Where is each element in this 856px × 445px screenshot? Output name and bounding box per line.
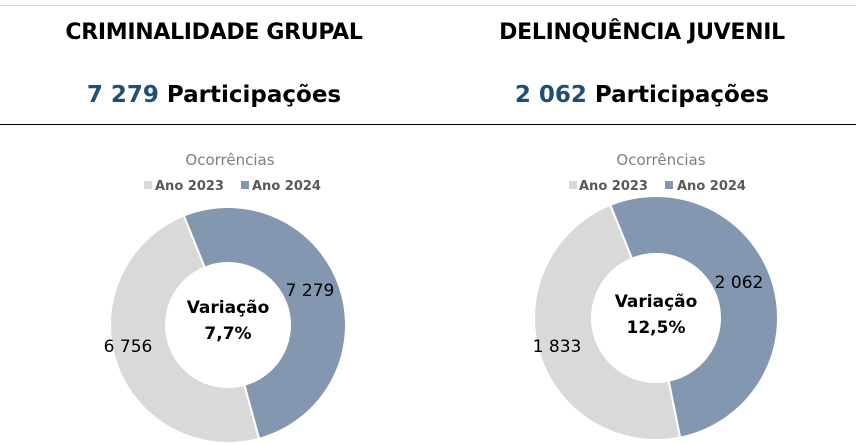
legend-swatch-ano-2023 xyxy=(569,181,577,189)
participations-count: 7 279 Participações xyxy=(0,82,428,108)
donut-slice-ano-2023 xyxy=(533,203,682,441)
data-label-ano-2024: 7 279 xyxy=(286,281,335,301)
center-label: Variação xyxy=(187,298,270,318)
data-label-ano-2024: 2 062 xyxy=(715,273,764,293)
legend-swatch-ano-2024 xyxy=(665,181,673,189)
legend-label-ano-2023: Ano 2023 xyxy=(579,179,648,194)
chart-legend: Ano 2023 Ano 2024 xyxy=(144,179,321,194)
donut-chart: Ocorrências Ano 2023 Ano 2024 6 756 7 27… xyxy=(104,151,347,444)
donut-slice-ano-2023 xyxy=(109,214,261,444)
chart-legend: Ano 2023 Ano 2024 xyxy=(569,179,746,194)
donut-slice-ano-2024 xyxy=(608,195,779,439)
center-value: 12,5% xyxy=(627,318,686,338)
participations-label: Participações xyxy=(594,82,770,108)
donut-chart: Ocorrências Ano 2023 Ano 2024 1 833 2 06… xyxy=(533,151,779,441)
data-label-ano-2023: 6 756 xyxy=(104,337,153,357)
header-divider xyxy=(0,124,856,125)
participations-label: Participações xyxy=(166,82,342,108)
participations-count: 2 062 Participações xyxy=(428,82,856,108)
panel-title: DELINQUÊNCIA JUVENIL xyxy=(499,20,785,45)
legend-label-ano-2024: Ano 2024 xyxy=(252,179,321,194)
chart-title: Ocorrências xyxy=(185,151,274,169)
participations-number: 2 062 xyxy=(514,82,587,108)
center-label: Variação xyxy=(615,292,698,312)
participations-number: 7 279 xyxy=(86,82,159,108)
legend-swatch-ano-2023 xyxy=(144,181,152,189)
panel-delinquencia-juvenil: DELINQUÊNCIA JUVENIL 2 062 Participações… xyxy=(428,0,856,445)
donut-slice-ano-2024 xyxy=(182,206,347,441)
panel-criminalidade-grupal: CRIMINALIDADE GRUPAL 7 279 Participações… xyxy=(0,20,428,444)
center-value: 7,7% xyxy=(204,324,251,344)
data-label-ano-2023: 1 833 xyxy=(533,337,582,357)
top-rule xyxy=(0,5,856,6)
panel-title: CRIMINALIDADE GRUPAL xyxy=(65,20,363,45)
legend-label-ano-2024: Ano 2024 xyxy=(677,179,746,194)
legend-label-ano-2023: Ano 2023 xyxy=(155,179,224,194)
chart-title: Ocorrências xyxy=(616,151,705,169)
legend-swatch-ano-2024 xyxy=(241,181,249,189)
